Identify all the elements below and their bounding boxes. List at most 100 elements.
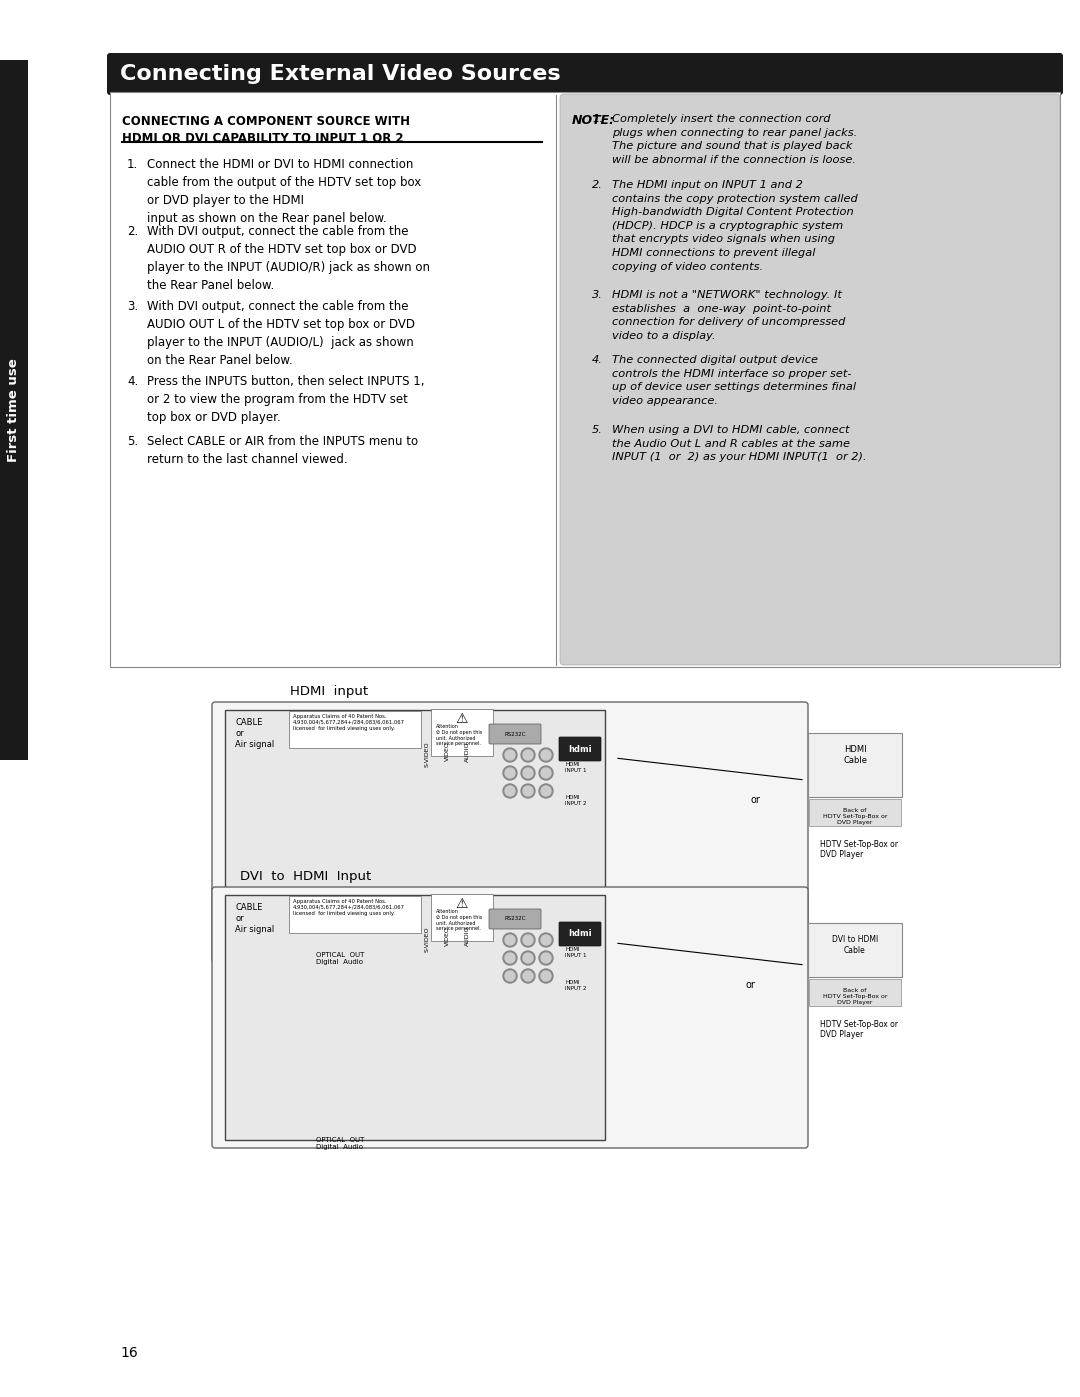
Text: Select CABLE or AIR from the INPUTS menu to
return to the last channel viewed.: Select CABLE or AIR from the INPUTS menu… — [147, 434, 418, 467]
Text: 3.: 3. — [127, 300, 138, 313]
Text: 3.: 3. — [592, 291, 603, 300]
Text: or: or — [751, 795, 760, 805]
Circle shape — [541, 953, 551, 963]
Circle shape — [523, 750, 534, 760]
Text: S-VIDEO: S-VIDEO — [426, 740, 430, 767]
Text: NOTE:: NOTE: — [572, 115, 616, 127]
FancyBboxPatch shape — [808, 923, 902, 977]
Text: hdmi: hdmi — [568, 929, 592, 939]
Text: Press the INPUTS button, then select INPUTS 1,
or 2 to view the program from the: Press the INPUTS button, then select INP… — [147, 374, 424, 425]
Text: or: or — [745, 981, 755, 990]
Text: 16: 16 — [120, 1345, 138, 1361]
Circle shape — [539, 784, 553, 798]
Text: RS232C: RS232C — [504, 916, 526, 922]
Circle shape — [539, 933, 553, 947]
Circle shape — [505, 768, 515, 778]
FancyBboxPatch shape — [289, 895, 421, 933]
Text: 1.: 1. — [592, 115, 603, 124]
Text: HDMI
INPUT 2: HDMI INPUT 2 — [565, 795, 586, 806]
Text: 4.: 4. — [127, 374, 138, 388]
Circle shape — [521, 766, 535, 780]
Text: HDMI  input: HDMI input — [291, 685, 368, 698]
FancyBboxPatch shape — [559, 738, 600, 761]
Circle shape — [505, 935, 515, 944]
Text: HDMI
INPUT 2: HDMI INPUT 2 — [565, 981, 586, 990]
Circle shape — [503, 784, 517, 798]
Circle shape — [503, 970, 517, 983]
Circle shape — [521, 951, 535, 965]
Text: Completely insert the connection cord
plugs when connecting to rear panel jacks.: Completely insert the connection cord pl… — [612, 115, 858, 165]
Text: With DVI output, connect the cable from the
AUDIO OUT L of the HDTV set top box : With DVI output, connect the cable from … — [147, 300, 415, 367]
Text: HDMI
INPUT 1: HDMI INPUT 1 — [565, 761, 586, 773]
Text: hdmi: hdmi — [568, 745, 592, 753]
Text: The HDMI input on INPUT 1 and 2
contains the copy protection system called
High-: The HDMI input on INPUT 1 and 2 contains… — [612, 180, 858, 271]
FancyBboxPatch shape — [489, 909, 541, 929]
Text: Connect the HDMI or DVI to HDMI connection
cable from the output of the HDTV set: Connect the HDMI or DVI to HDMI connecti… — [147, 158, 421, 225]
Circle shape — [523, 953, 534, 963]
FancyBboxPatch shape — [431, 894, 492, 942]
Circle shape — [505, 971, 515, 981]
Circle shape — [541, 935, 551, 944]
Circle shape — [521, 970, 535, 983]
Circle shape — [539, 747, 553, 761]
Circle shape — [523, 768, 534, 778]
Text: 2.: 2. — [127, 225, 138, 237]
Text: 5.: 5. — [127, 434, 138, 448]
Text: Attention
⊘ Do not open this
unit. Authorized
service personnel.: Attention ⊘ Do not open this unit. Autho… — [436, 724, 483, 746]
Text: ⚠: ⚠ — [456, 712, 469, 726]
Circle shape — [541, 787, 551, 796]
Circle shape — [541, 768, 551, 778]
Text: ⚠: ⚠ — [456, 897, 469, 911]
Text: AUDIO: AUDIO — [465, 926, 470, 947]
Circle shape — [503, 951, 517, 965]
Text: VIDEO: VIDEO — [445, 740, 450, 761]
Circle shape — [505, 787, 515, 796]
FancyBboxPatch shape — [212, 887, 808, 1148]
Text: HDMI
INPUT 1: HDMI INPUT 1 — [565, 947, 586, 958]
Text: The connected digital output device
controls the HDMI interface so proper set-
u: The connected digital output device cont… — [612, 355, 856, 405]
Circle shape — [505, 750, 515, 760]
Text: Attention
⊘ Do not open this
unit. Authorized
service personnel.: Attention ⊘ Do not open this unit. Autho… — [436, 909, 483, 932]
FancyBboxPatch shape — [809, 799, 901, 826]
Circle shape — [541, 750, 551, 760]
Text: HDTV Set-Top-Box or
DVD Player: HDTV Set-Top-Box or DVD Player — [820, 1020, 897, 1039]
Text: RS232C: RS232C — [504, 732, 526, 736]
Text: CABLE
or
Air signal: CABLE or Air signal — [235, 902, 274, 935]
FancyBboxPatch shape — [809, 979, 901, 1006]
Circle shape — [541, 971, 551, 981]
FancyBboxPatch shape — [110, 92, 1059, 666]
Text: Apparatus Claims of 40 Patent Nos.
4,930,004/5,677,284+/284,083/6,061,067
licens: Apparatus Claims of 40 Patent Nos. 4,930… — [293, 900, 405, 915]
Text: 1.: 1. — [127, 158, 138, 170]
Text: Apparatus Claims of 40 Patent Nos.
4,930,004/5,677,284+/284,083/6,061,067
licens: Apparatus Claims of 40 Patent Nos. 4,930… — [293, 714, 405, 731]
Text: S-VIDEO: S-VIDEO — [426, 926, 430, 951]
Text: Connecting External Video Sources: Connecting External Video Sources — [120, 64, 561, 84]
Text: CONNECTING A COMPONENT SOURCE WITH
HDMI OR DVI CAPABILITY TO INPUT 1 OR 2: CONNECTING A COMPONENT SOURCE WITH HDMI … — [122, 115, 410, 145]
Circle shape — [505, 953, 515, 963]
Text: 5.: 5. — [592, 425, 603, 434]
Text: DVI to HDMI
Cable: DVI to HDMI Cable — [832, 936, 878, 954]
Circle shape — [523, 935, 534, 944]
Circle shape — [503, 933, 517, 947]
Text: DVI  to  HDMI  Input: DVI to HDMI Input — [240, 870, 372, 883]
Text: Back of
HDTV Set-Top-Box or
DVD Player: Back of HDTV Set-Top-Box or DVD Player — [823, 807, 888, 824]
Text: 2.: 2. — [592, 180, 603, 190]
FancyBboxPatch shape — [559, 922, 600, 946]
Circle shape — [503, 766, 517, 780]
FancyBboxPatch shape — [561, 94, 1059, 665]
FancyBboxPatch shape — [225, 895, 605, 1140]
Circle shape — [539, 970, 553, 983]
FancyBboxPatch shape — [0, 60, 28, 760]
Circle shape — [523, 971, 534, 981]
Text: First time use: First time use — [8, 358, 21, 462]
Circle shape — [539, 766, 553, 780]
Circle shape — [539, 951, 553, 965]
Circle shape — [503, 747, 517, 761]
Circle shape — [521, 747, 535, 761]
Text: AUDIO: AUDIO — [465, 740, 470, 761]
Text: When using a DVI to HDMI cable, connect
the Audio Out L and R cables at the same: When using a DVI to HDMI cable, connect … — [612, 425, 866, 462]
FancyBboxPatch shape — [489, 724, 541, 745]
Text: HDMI
Cable: HDMI Cable — [843, 746, 867, 764]
Text: CABLE
or
Air signal: CABLE or Air signal — [235, 718, 274, 749]
Circle shape — [521, 784, 535, 798]
Circle shape — [521, 933, 535, 947]
